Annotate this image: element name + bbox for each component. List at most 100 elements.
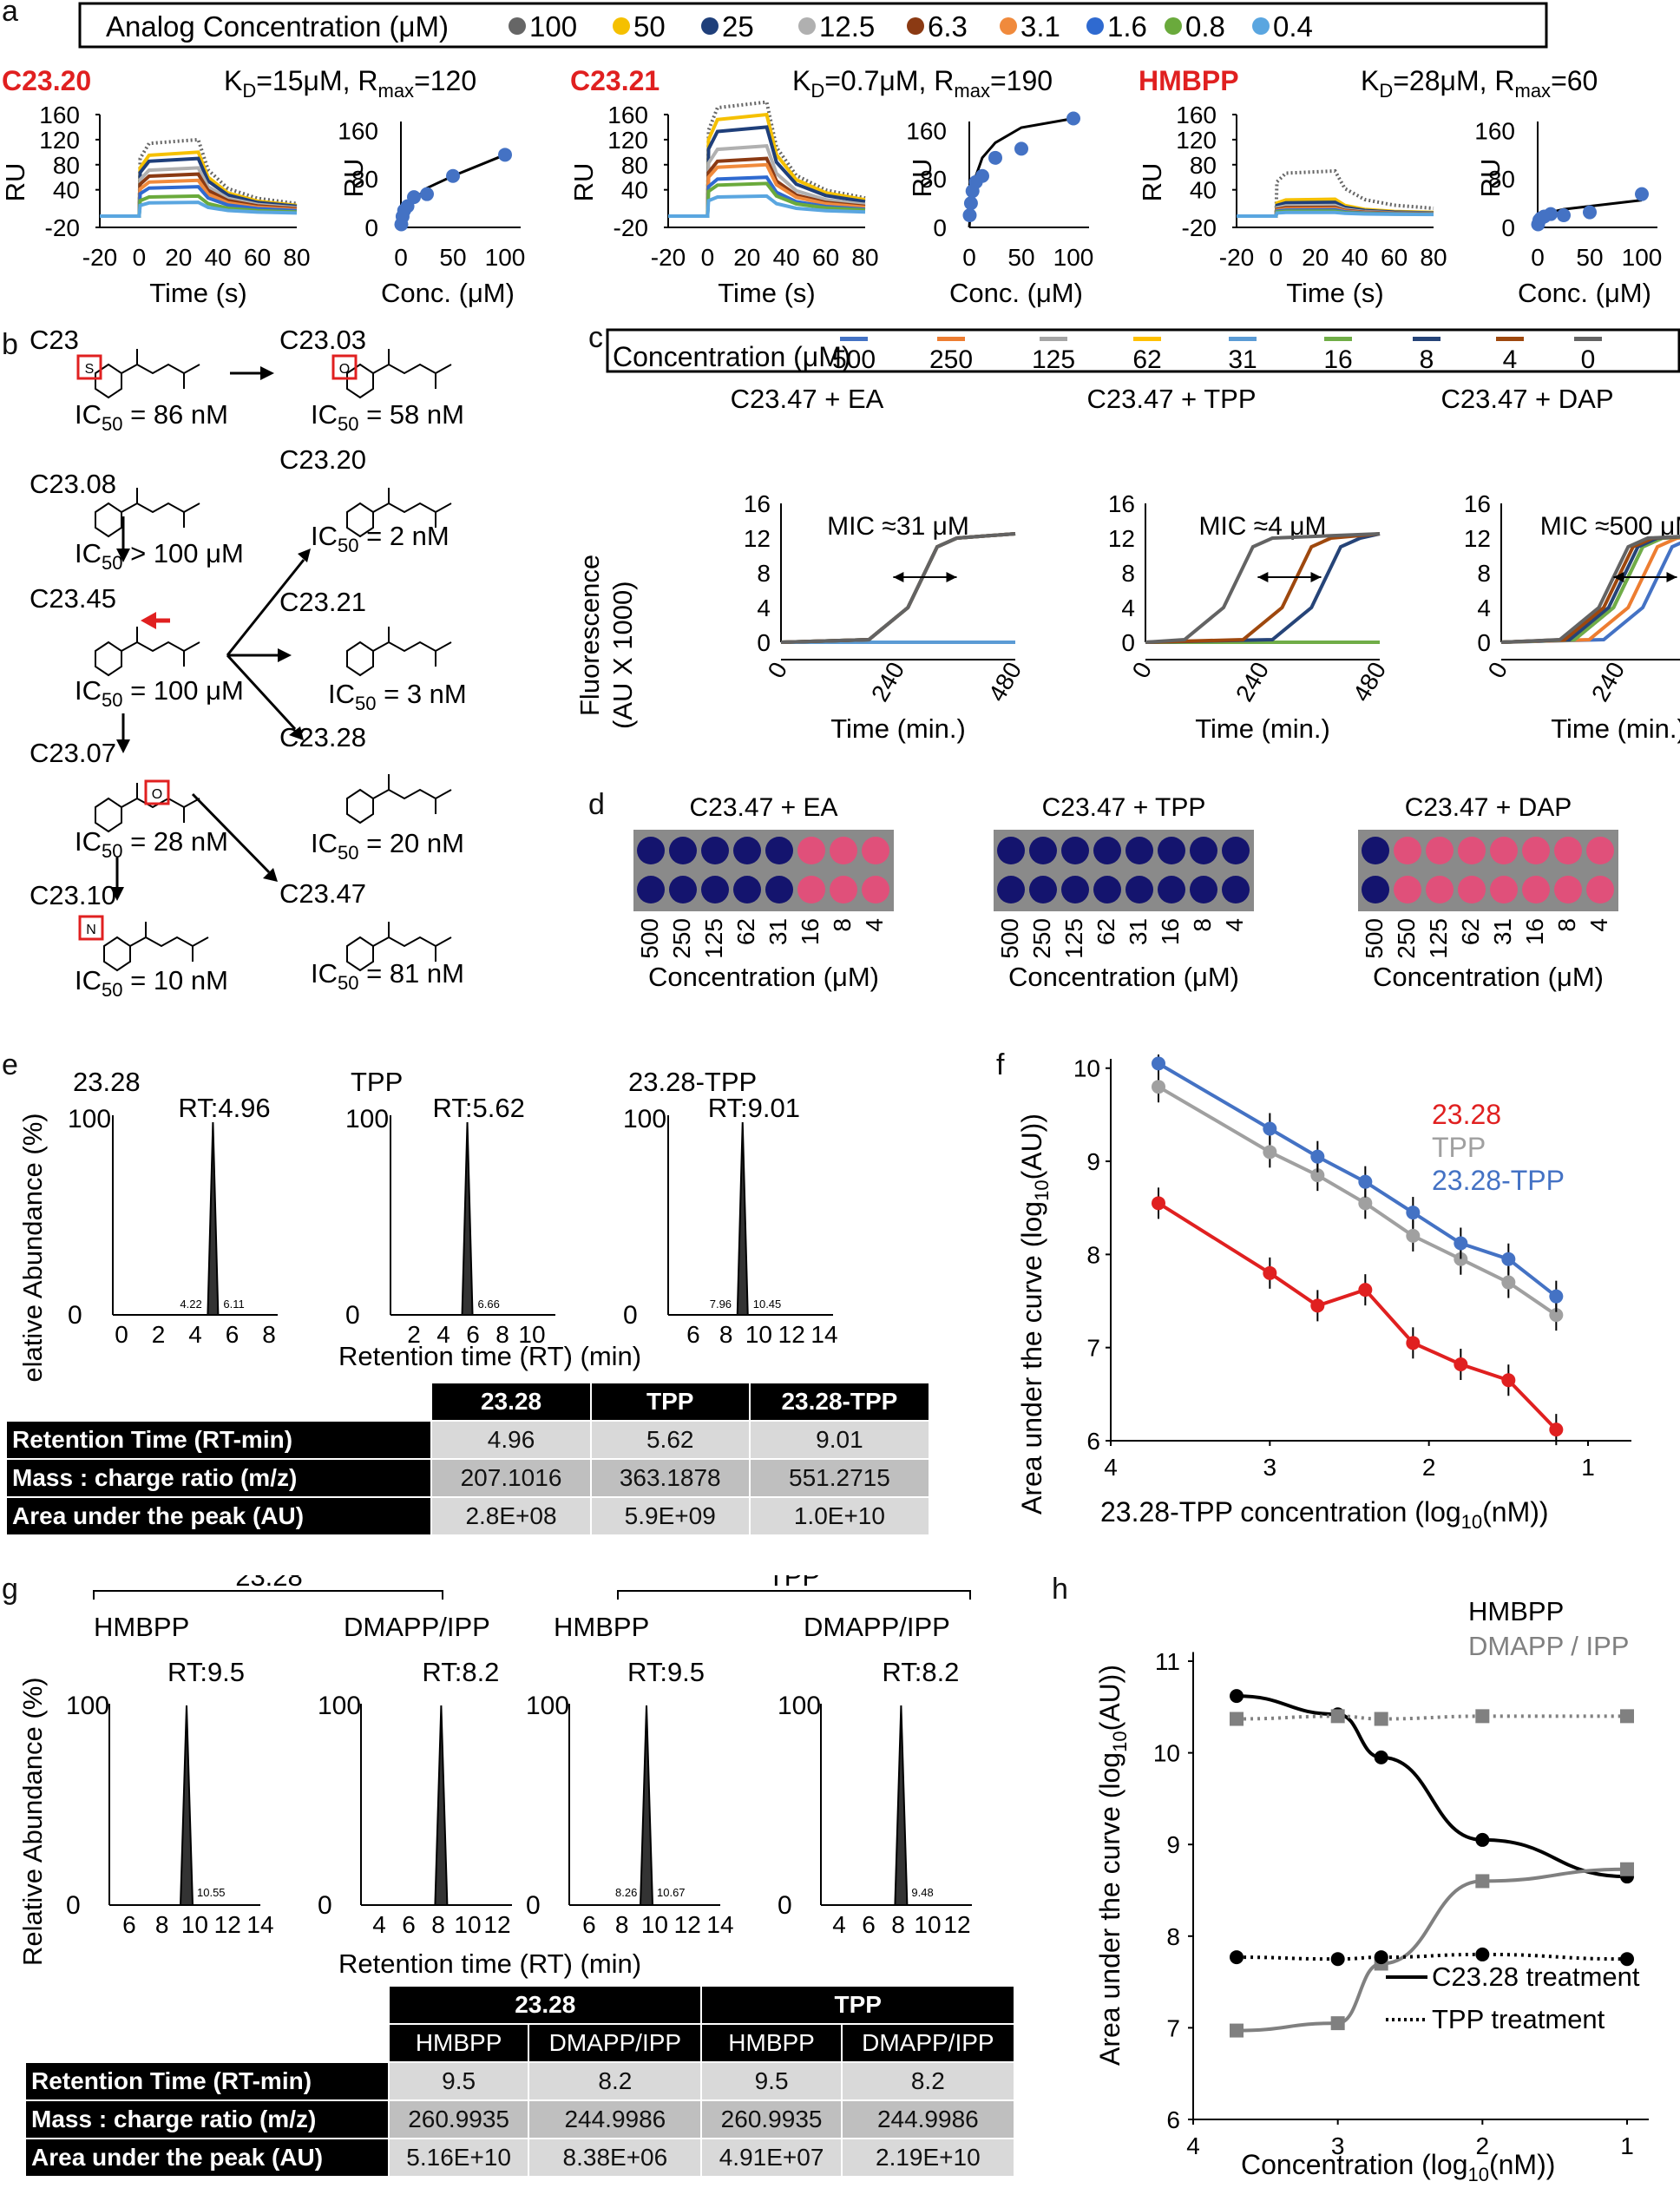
- c-growth-curve: [780, 532, 1016, 644]
- g-xtick: 8: [891, 1911, 905, 1938]
- d-plate: C23.47 + DAP 500 250 125 62 31 16 8 4 Concentrati…: [1358, 793, 1618, 992]
- c-xtick: 0: [1127, 658, 1158, 683]
- g-chromatogram: HMBPP 100 0 6 8 10 12 14 RT:9.5 10.55: [66, 1612, 274, 1938]
- h-ytick: 8: [1166, 1923, 1180, 1950]
- c-growth-curve: [780, 532, 1016, 644]
- e-table-header: TPP: [589, 1382, 751, 1422]
- compound-ic50: IC50 = 10 nM: [75, 965, 228, 1001]
- g-chromatogram: DMAPP/IPP 100 0 4 6 8 10 12 RT:8.2: [318, 1612, 512, 1938]
- g-minor-label: 10.55: [197, 1886, 226, 1899]
- d-well: [1362, 837, 1389, 864]
- d-conc-label: 125: [1425, 918, 1452, 959]
- g-chromatogram: HMBPP 100 0 6 8 10 12 14 RT:9.5 10.67 8.26: [526, 1612, 734, 1938]
- c-legend-swatch: [1496, 337, 1524, 341]
- c-ylabel: (AU X 1000): [607, 581, 638, 729]
- e-chromatogram: 23.28-TPP 100 0 6 8 10 12 14 RT:9.01 7.96 10.45: [623, 1067, 838, 1348]
- c-panel-title: C23.47 + EA: [731, 384, 884, 414]
- c-ytick: 0: [1477, 629, 1491, 656]
- d-well: [1222, 876, 1250, 903]
- h-ylabel: Area under the curve (log10(AU)): [1094, 1665, 1131, 2066]
- c-growth-curve: [780, 532, 1016, 644]
- compound-id: C23.47: [279, 878, 366, 909]
- d-conc-label: 125: [1060, 918, 1087, 959]
- a-legend-marker: [1000, 17, 1017, 35]
- g-y0: 0: [66, 1891, 81, 1920]
- h-ytick: 6: [1166, 2106, 1180, 2133]
- table-cell: 207.1016: [430, 1458, 592, 1498]
- h-point: [1230, 1689, 1244, 1704]
- compound-id: C23.20: [279, 444, 366, 475]
- c-ytick: 16: [744, 490, 771, 517]
- structure-drawing: [95, 627, 200, 677]
- f-point: [1406, 1206, 1421, 1220]
- e-xtick: 12: [778, 1321, 805, 1348]
- panel-b: C23 IC50 = 86 nM C23.03 IC50 = 58 nM C23.08 I…: [30, 325, 467, 1001]
- h-point: [1330, 1952, 1345, 1967]
- table-cell: 5.9E+09: [589, 1496, 751, 1536]
- c-xtick: 480: [983, 658, 1027, 706]
- c-xtick: 240: [1586, 658, 1630, 706]
- g-xtick: 8: [615, 1911, 629, 1938]
- atom-label: S: [85, 362, 95, 377]
- c-legend-swatch: [937, 337, 965, 341]
- table-cell: 2.8E+08: [430, 1496, 592, 1536]
- f-point: [1310, 1168, 1325, 1183]
- a-bind-xtick: 0: [1531, 244, 1545, 271]
- arrow-c2307-c2347: [191, 792, 271, 874]
- panel-a: Analog Concentration (μM) 100 50 25 12.5 6.3…: [0, 2, 1662, 308]
- e-xlabel: Retention time (RT) (min): [338, 1341, 641, 1371]
- e-peak: [207, 1121, 220, 1316]
- table-cell: 551.2715: [748, 1458, 931, 1498]
- a-legend-marker: [1252, 17, 1270, 35]
- compound-id: C23.28: [279, 722, 366, 752]
- g-table: 23.28 TPP HMBPP DMAPP/IPP HMBPP DMAPP/IP…: [23, 1985, 1016, 2178]
- table-cell: 4.96: [430, 1420, 592, 1460]
- d-well: [1061, 876, 1089, 903]
- d-xlabel: Concentration (μM): [1373, 962, 1604, 992]
- d-well: [1394, 837, 1421, 864]
- g-xtick: 12: [214, 1911, 241, 1938]
- table-cell: 244.9986: [528, 2099, 703, 2139]
- d-well: [1029, 837, 1057, 864]
- h-xtick: 4: [1186, 2132, 1200, 2159]
- f-xtick: 2: [1422, 1454, 1436, 1481]
- d-plate-title: C23.47 + EA: [690, 793, 838, 822]
- compound-id: C23.07: [30, 738, 116, 768]
- a-sens-xtick: 60: [244, 244, 271, 271]
- atom-label: O: [339, 362, 350, 377]
- a-bind-point: [962, 208, 977, 223]
- d-well: [1394, 876, 1421, 903]
- c-legend-swatch: [1229, 337, 1257, 341]
- a-legend-label: 0.8: [1185, 10, 1225, 43]
- g-y0: 0: [318, 1891, 332, 1920]
- structure-drawing: [103, 922, 209, 972]
- h-xtick: 3: [1331, 2132, 1345, 2159]
- a-sens-xtick: 0: [133, 244, 147, 271]
- compound-id: C23.45: [30, 583, 116, 614]
- c-xtick: 0: [1483, 658, 1513, 683]
- h-legend-dotted: TPP treatment: [1432, 2004, 1605, 2034]
- a-sens-ytick: 120: [1176, 127, 1217, 154]
- structure-drawing: [346, 488, 452, 538]
- e-minor-label: 7.96: [710, 1298, 732, 1311]
- a-fit-curve: [399, 153, 506, 227]
- d-well: [669, 837, 697, 864]
- c-legend-label: 31: [1228, 345, 1257, 374]
- c-ytick: 4: [1477, 595, 1491, 621]
- h-point: [1475, 1947, 1490, 1961]
- a-bind-ytick: 0: [933, 214, 947, 241]
- d-well: [1093, 876, 1121, 903]
- table-row: Area under the peak (AU) 5.16E+10 8.38E+…: [23, 2138, 1016, 2178]
- table-row: Retention Time (RT-min) 9.5 8.2 9.5 8.2: [23, 2061, 1016, 2101]
- row-header: Area under the peak (AU): [23, 2138, 390, 2178]
- a-bind-xtick: 50: [439, 244, 466, 271]
- g-y100: 100: [66, 1692, 109, 1720]
- f-point: [1454, 1252, 1468, 1266]
- e-xtick: 4: [436, 1321, 450, 1348]
- c-ytick: 12: [744, 525, 771, 552]
- d-well: [1522, 876, 1550, 903]
- h-legend-dmapp: DMAPP / IPP: [1468, 1631, 1630, 1661]
- structure-drawing: [346, 349, 452, 399]
- h-point: [1620, 1862, 1634, 1876]
- a-bind-xtick: 100: [485, 244, 526, 271]
